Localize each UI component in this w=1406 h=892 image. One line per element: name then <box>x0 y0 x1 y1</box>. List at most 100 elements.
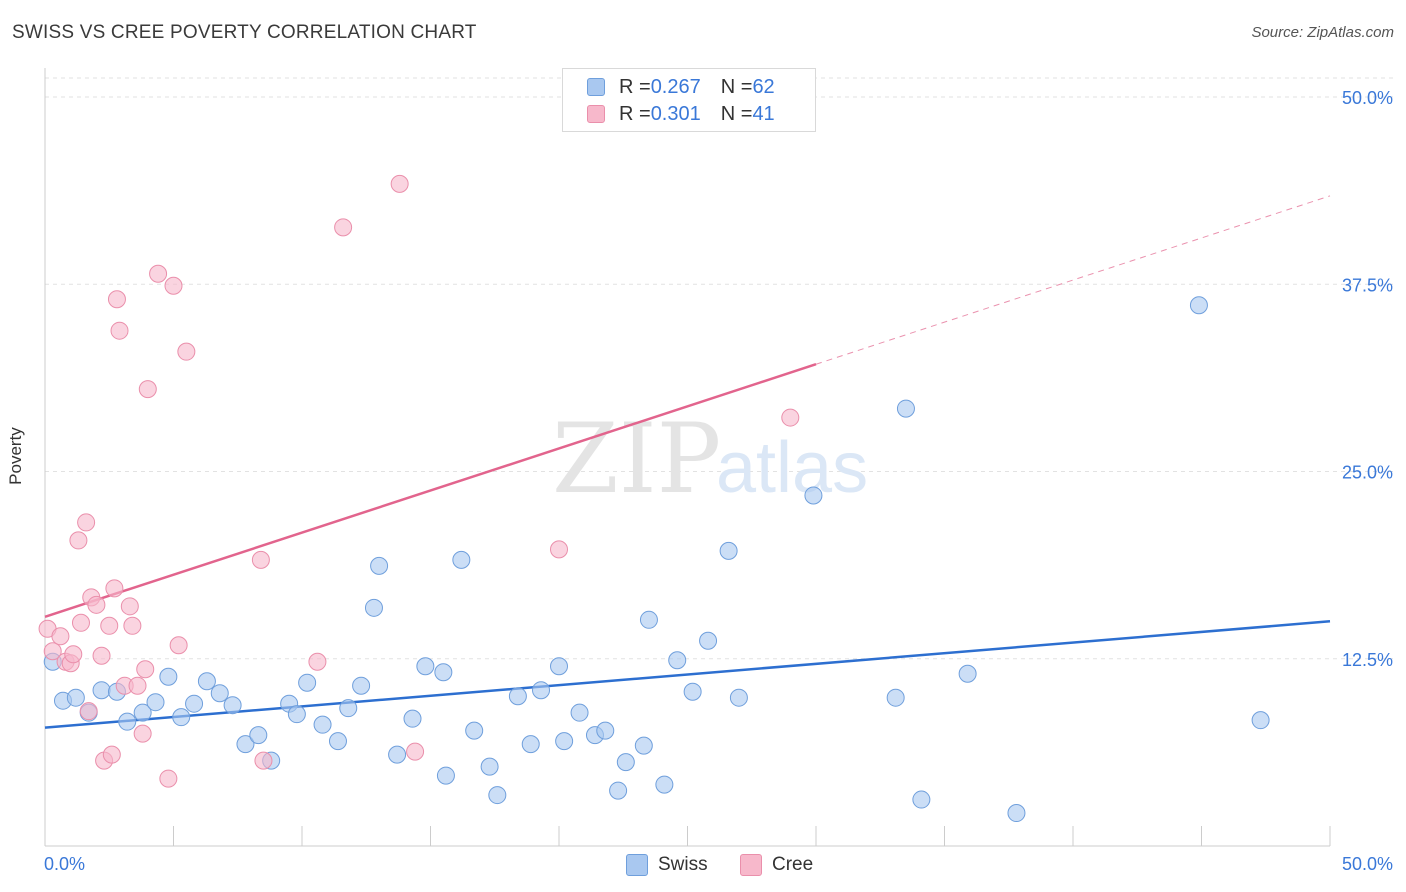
y-tick-label: 37.5% <box>1342 275 1393 295</box>
point-swiss <box>488 786 507 805</box>
point-swiss <box>370 556 389 575</box>
point-swiss <box>92 681 111 700</box>
point-cree <box>251 550 270 569</box>
point-cree <box>128 676 147 695</box>
point-swiss <box>886 688 905 707</box>
point-cree <box>43 642 62 661</box>
point-swiss <box>118 712 137 731</box>
point-swiss <box>719 541 738 560</box>
point-swiss <box>729 688 748 707</box>
legend-row-cree: R = 0.301 N = 41 <box>587 102 775 126</box>
point-cree <box>51 627 70 646</box>
point-swiss <box>434 663 453 682</box>
point-cree <box>69 531 88 550</box>
point-swiss <box>804 486 823 505</box>
chart-title: SWISS VS CREE POVERTY CORRELATION CHART <box>12 22 477 43</box>
legend-r-label: R = <box>619 75 651 98</box>
point-cree <box>133 724 152 743</box>
point-cree <box>781 408 800 427</box>
point-swiss <box>452 550 471 569</box>
point-swiss <box>555 732 574 751</box>
bottom-legend-swatch-cree <box>740 854 762 876</box>
point-swiss <box>683 682 702 701</box>
legend-swatch-swiss <box>587 78 605 96</box>
point-cree <box>164 276 183 295</box>
point-swiss <box>197 672 216 691</box>
point-swiss <box>634 736 653 755</box>
point-swiss <box>1007 804 1026 823</box>
watermark-atlas: atlas <box>716 428 868 508</box>
point-swiss <box>66 688 85 707</box>
point-swiss <box>609 781 628 800</box>
tick-labels: 12.5% 25.0% 37.5% 50.0% 0.0% 50.0% <box>44 88 1393 874</box>
legend-row-swiss: R = 0.267 N = 62 <box>587 75 775 99</box>
point-swiss <box>1189 296 1208 315</box>
point-swiss <box>339 699 358 718</box>
point-swiss <box>699 631 718 650</box>
point-cree <box>308 652 327 671</box>
point-swiss <box>480 757 499 776</box>
point-cree <box>107 290 126 309</box>
legend-swatch-cree <box>587 105 605 123</box>
point-swiss <box>668 651 687 670</box>
legend-n-value: 62 <box>752 75 775 98</box>
point-swiss <box>210 684 229 703</box>
bottom-legend-swatch-swiss <box>626 854 648 876</box>
point-swiss <box>298 673 317 692</box>
point-swiss <box>436 766 455 785</box>
point-swiss <box>958 664 977 683</box>
point-swiss <box>185 694 204 713</box>
trend-line-cree <box>44 363 817 618</box>
point-swiss <box>146 693 165 712</box>
point-swiss <box>912 790 931 809</box>
point-swiss <box>521 735 540 754</box>
point-swiss <box>172 708 191 727</box>
point-swiss <box>223 696 242 715</box>
trend-lines <box>44 195 1331 729</box>
x-tick-label: 0.0% <box>44 854 85 874</box>
point-cree <box>110 321 129 340</box>
correlation-legend: R = 0.267 N = 62 R = 0.301 N = 41 <box>562 68 816 132</box>
point-swiss <box>364 598 383 617</box>
legend-r-label: R = <box>619 102 651 125</box>
point-swiss <box>249 726 268 745</box>
point-cree <box>77 513 96 532</box>
point-cree <box>550 540 568 559</box>
point-cree <box>102 745 121 764</box>
point-swiss <box>465 721 484 740</box>
point-swiss <box>655 775 674 794</box>
legend-r-value: 0.267 <box>650 75 701 98</box>
bottom-legend-swiss: Swiss <box>626 852 708 878</box>
point-cree <box>169 636 188 655</box>
y-tick-label: 12.5% <box>1342 650 1393 670</box>
point-swiss <box>896 399 915 418</box>
watermark: ZIP atlas <box>552 403 868 515</box>
y-axis-label: Poverty <box>6 427 25 485</box>
point-cree <box>64 645 83 664</box>
point-swiss <box>313 715 332 734</box>
point-cree <box>79 702 98 721</box>
point-cree <box>390 174 409 193</box>
bottom-legend-label-cree: Cree <box>772 854 814 875</box>
point-cree <box>406 742 425 761</box>
point-swiss <box>570 703 589 722</box>
watermark-zip: ZIP <box>552 403 721 515</box>
point-cree <box>71 613 90 632</box>
point-swiss <box>352 676 371 695</box>
x-tick-label: 50.0% <box>1342 854 1393 874</box>
point-cree <box>92 646 111 665</box>
point-swiss <box>328 732 347 751</box>
point-swiss <box>133 703 152 722</box>
trend-line-swiss <box>44 620 1331 729</box>
point-swiss <box>550 657 568 676</box>
point-swiss <box>287 705 306 724</box>
legend-n-label: N = <box>720 75 753 98</box>
point-swiss <box>388 745 407 764</box>
bottom-legend-cree: Cree <box>740 852 813 878</box>
trend-extension-cree <box>815 195 1331 365</box>
point-cree <box>159 769 178 788</box>
point-cree <box>105 579 124 598</box>
point-cree <box>100 616 119 635</box>
point-swiss <box>532 681 551 700</box>
